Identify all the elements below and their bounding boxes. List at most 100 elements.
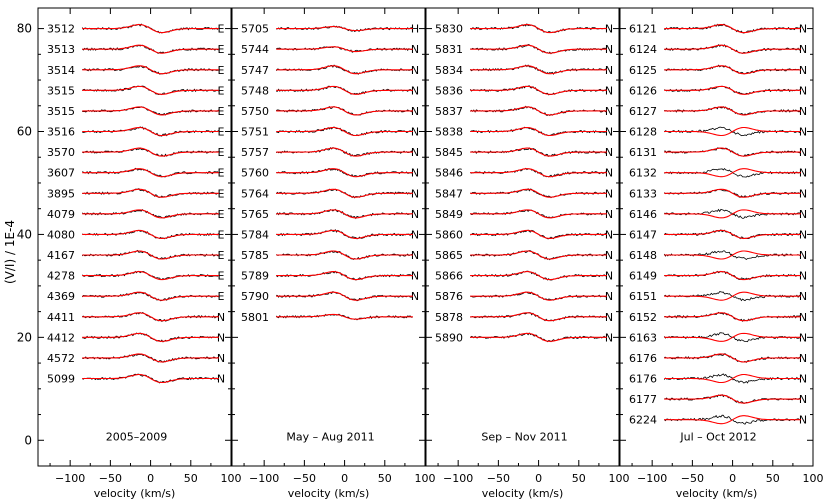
x-tick-label: 0	[341, 472, 348, 485]
axes-layer: 0 20 40 60 80	[17, 22, 32, 448]
spectrum-flag: N	[799, 64, 807, 77]
spectrum-id: 6163	[629, 331, 657, 344]
spectrum-id: 3516	[47, 126, 75, 139]
spectrum-id: 4411	[47, 311, 75, 324]
spectrum-id: 6148	[629, 249, 657, 262]
model-spectrum-line	[276, 291, 413, 301]
spectrum-id: 5834	[435, 64, 463, 77]
spectrum-flag: N	[799, 43, 807, 56]
spectrum-flag: N	[411, 208, 419, 221]
spectrum-flag: N	[411, 228, 419, 241]
spectrum-id: 5785	[241, 249, 269, 262]
model-spectrum-line	[664, 394, 801, 404]
spectrum-flag: N	[411, 105, 419, 118]
spectrum-id: 4369	[47, 290, 75, 303]
spectrum-flag: N	[411, 249, 419, 262]
spectrum-flag: N	[605, 23, 613, 36]
x-tick-label: −50	[487, 472, 510, 485]
spectrum-id: 4079	[47, 208, 75, 221]
spectrum-flag: E	[218, 43, 225, 56]
spectrum-id: 5845	[435, 146, 463, 159]
model-spectrum-line	[470, 126, 607, 137]
model-spectrum-line	[664, 229, 801, 239]
spectrum-id: 5748	[241, 84, 269, 97]
model-spectrum-line	[82, 24, 219, 34]
spectrum-flag: N	[799, 393, 807, 406]
spectrum-flag: N	[411, 43, 419, 56]
panel-title: May – Aug 2011	[286, 430, 374, 443]
spectrum-flag: E	[218, 208, 225, 221]
spectrum-id: 5784	[241, 228, 269, 241]
spectrum-flag: N	[799, 290, 807, 303]
spectrum-flag: N	[605, 290, 613, 303]
panel-frame	[231, 7, 426, 467]
spectrum-id: 6131	[629, 146, 657, 159]
x-tick-label: 0	[147, 472, 154, 485]
model-spectrum-line	[276, 147, 413, 157]
spectrum-flag: N	[799, 270, 807, 283]
spectrum-flag: N	[411, 126, 419, 139]
x-tick-label: 50	[766, 472, 780, 485]
spectrum-flag: E	[218, 228, 225, 241]
panel-title: Sep – Nov 2011	[481, 430, 567, 443]
spectrum-flag: N	[411, 146, 419, 159]
spectrum-id: 5890	[435, 331, 463, 344]
x-tick-label: −100	[55, 472, 85, 485]
model-spectrum-line	[664, 44, 801, 54]
x-tick-label: 0	[535, 472, 542, 485]
model-spectrum-line	[276, 65, 413, 75]
observed-spectrum-line	[469, 64, 607, 75]
spectrum-flag: N	[799, 331, 807, 344]
x-tick-label: 100	[221, 472, 242, 485]
model-spectrum-line	[664, 332, 801, 342]
spectrum-id: 6125	[629, 64, 657, 77]
model-spectrum-line	[82, 250, 219, 260]
model-spectrum-line	[664, 209, 801, 219]
spectrum-flag: N	[411, 290, 419, 303]
observed-spectrum-line	[275, 313, 413, 321]
model-spectrum-line	[664, 353, 801, 363]
model-spectrum-line	[470, 250, 607, 260]
spectrum-id: 6128	[629, 126, 657, 139]
spectrum-flag: N	[799, 146, 807, 159]
spectrum-id: 4572	[47, 352, 75, 365]
spectrum-id: 6126	[629, 84, 657, 97]
spectrum-id: 6147	[629, 228, 657, 241]
spectrum-flag: N	[217, 311, 225, 324]
model-spectrum-line	[82, 44, 219, 54]
spectrum-id: 5831	[435, 43, 463, 56]
model-spectrum-line	[82, 209, 219, 219]
y-axis-label: (V/I) / 1E-4	[3, 220, 17, 284]
spectrum-flag: N	[605, 167, 613, 180]
spectrum-flag: N	[411, 64, 419, 77]
spectrum-id: 5764	[241, 187, 269, 200]
spectrum-id: 3515	[47, 84, 75, 97]
spectrum-flag: N	[605, 228, 613, 241]
spectrum-flag: N	[217, 373, 225, 386]
panel-2: −100 −50 0 50 100 velocity (km/s) May – Aug 20…	[231, 7, 436, 500]
model-spectrum-line	[470, 106, 607, 116]
spectrum-id: 5757	[241, 146, 269, 159]
spectrum-flag: N	[411, 270, 419, 283]
spectrum-flag: N	[605, 187, 613, 200]
spectrum-id: 5765	[241, 208, 269, 221]
x-axis-label: velocity (km/s)	[482, 487, 564, 500]
spectrum-flag: N	[799, 84, 807, 97]
model-spectrum-line	[276, 313, 413, 320]
y-tick-label: 40	[17, 227, 32, 241]
spectrum-flag: N	[605, 84, 613, 97]
spectrum-flag: H	[411, 23, 419, 36]
model-spectrum-line	[470, 332, 607, 342]
x-axis-label: velocity (km/s)	[94, 487, 176, 500]
spectrum-id: 6152	[629, 311, 657, 324]
spectrum-flag: N	[605, 105, 613, 118]
model-spectrum-line	[276, 229, 413, 239]
x-tick-label: −100	[637, 472, 667, 485]
model-spectrum-line	[276, 46, 413, 53]
spectrum-flag: N	[605, 208, 613, 221]
model-spectrum-line	[276, 250, 413, 260]
spectrum-id: 6151	[629, 290, 657, 303]
model-spectrum-line	[82, 188, 219, 198]
model-spectrum-line	[470, 168, 607, 178]
model-spectrum-line	[470, 291, 607, 301]
